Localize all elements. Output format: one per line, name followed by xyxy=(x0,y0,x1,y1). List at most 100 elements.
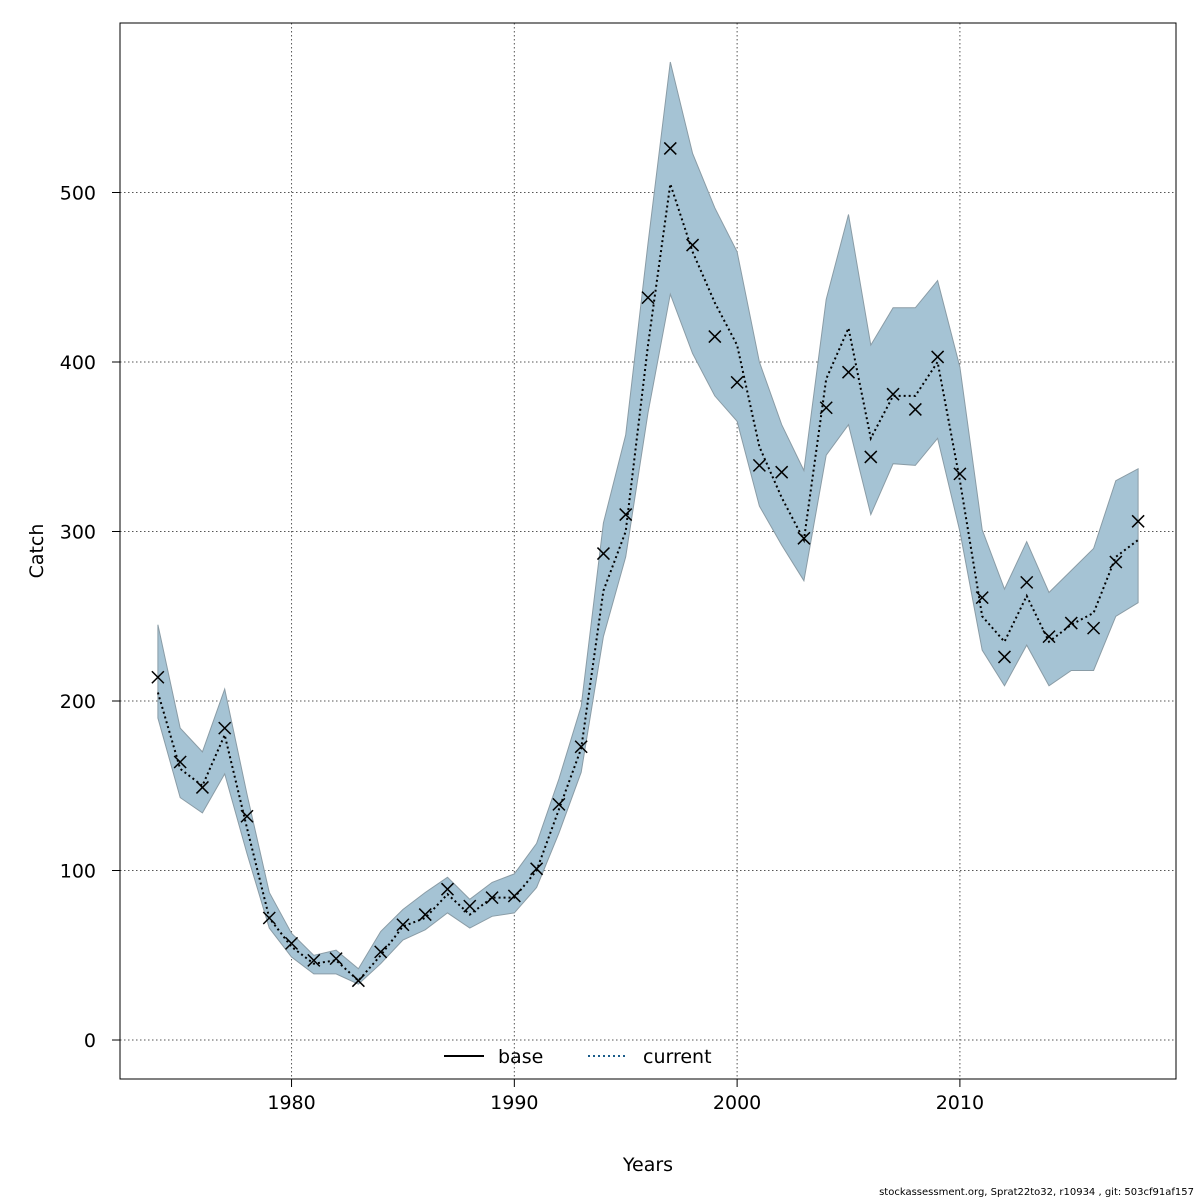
observed-point-stroke xyxy=(1042,630,1056,644)
observed-point-stroke xyxy=(730,375,744,389)
observed-point-2008 xyxy=(908,402,922,416)
y-tick-label-0: 0 xyxy=(84,1030,96,1052)
observed-point-stroke xyxy=(1131,514,1145,528)
observed-point-1976 xyxy=(195,780,209,794)
observed-point-1982 xyxy=(329,952,343,966)
observed-point-stroke xyxy=(552,797,566,811)
observed-point-stroke xyxy=(908,402,922,416)
observed-point-stroke xyxy=(396,918,410,932)
observed-point-2001 xyxy=(752,458,766,472)
observed-point-2018 xyxy=(1131,514,1145,528)
observed-point-1983 xyxy=(351,974,365,988)
observed-point-1995 xyxy=(619,508,633,522)
observed-point-1981 xyxy=(307,953,321,967)
observed-point-1984 xyxy=(374,945,388,959)
observed-point-2015 xyxy=(1064,616,1078,630)
observed-point-2009 xyxy=(931,350,945,364)
observed-point-stroke xyxy=(418,908,432,922)
observed-point-2000 xyxy=(730,375,744,389)
footer-note: stockassessment.org, Sprat22to32, r10934… xyxy=(879,1187,1194,1198)
observed-point-1992 xyxy=(552,797,566,811)
x-tick-label-2010: 2010 xyxy=(936,1092,984,1114)
observed-point-stroke xyxy=(463,899,477,913)
observed-point-stroke xyxy=(1064,616,1078,630)
observed-point-stroke xyxy=(262,911,276,925)
observed-point-1996 xyxy=(641,291,655,305)
observed-point-stroke xyxy=(530,862,544,876)
observed-point-stroke xyxy=(329,952,343,966)
observed-point-1985 xyxy=(396,918,410,932)
observed-point-stroke xyxy=(752,458,766,472)
observed-point-stroke xyxy=(775,465,789,479)
series-line-current xyxy=(156,183,1139,983)
observed-point-stroke xyxy=(708,330,722,344)
observed-point-stroke xyxy=(307,953,321,967)
x-tick-label-2000: 2000 xyxy=(713,1092,761,1114)
x-tick-label-1980: 1980 xyxy=(267,1092,315,1114)
observed-point-1993 xyxy=(574,740,588,754)
y-tick-label-100: 100 xyxy=(60,861,96,883)
observed-point-1977 xyxy=(218,721,232,735)
observed-point-stroke xyxy=(864,450,878,464)
observed-point-stroke xyxy=(797,531,811,545)
observed-point-stroke xyxy=(151,670,165,684)
confidence-band-area xyxy=(157,61,1139,985)
confidence-band xyxy=(157,61,1139,985)
observed-point-1997 xyxy=(663,141,677,155)
observed-point-2006 xyxy=(864,450,878,464)
observed-point-stroke xyxy=(440,882,455,896)
observed-point-stroke xyxy=(507,889,521,903)
observed-point-1974 xyxy=(151,670,165,684)
observed-point-stroke xyxy=(819,401,833,415)
observed-point-stroke xyxy=(1109,555,1123,569)
observed-point-stroke xyxy=(351,974,365,988)
observed-point-stroke xyxy=(931,350,945,364)
y-tick-label-500: 500 xyxy=(60,183,96,205)
observed-point-2012 xyxy=(997,650,1011,664)
observed-point-1994 xyxy=(596,547,610,561)
observed-point-2004 xyxy=(819,401,833,415)
observed-point-1988 xyxy=(463,899,477,913)
series-lines xyxy=(156,183,1139,983)
observed-point-2002 xyxy=(775,465,789,479)
observed-point-stroke xyxy=(218,721,232,735)
observed-point-stroke xyxy=(975,591,989,605)
y-axis-title: Catch xyxy=(26,524,48,579)
observed-point-1978 xyxy=(240,809,254,823)
y-tick-label-300: 300 xyxy=(60,522,96,544)
observed-point-stroke xyxy=(374,945,388,959)
observed-point-stroke xyxy=(997,650,1011,664)
observed-point-2010 xyxy=(953,467,967,481)
observed-point-1979 xyxy=(262,911,276,925)
observed-point-stroke xyxy=(1087,621,1101,635)
axes: 1980 1990 2000 2010 0 100 200 300 400 500 xyxy=(60,183,984,1114)
observed-point-1999 xyxy=(708,330,722,344)
observed-point-2013 xyxy=(1020,575,1034,589)
observed-point-1990 xyxy=(507,889,521,903)
x-axis-title: Years xyxy=(622,1154,673,1176)
observed-point-1991 xyxy=(530,862,544,876)
observed-point-2016 xyxy=(1087,621,1101,635)
observed-point-stroke xyxy=(953,467,967,481)
observed-point-1986 xyxy=(418,908,432,922)
observed-point-1987 xyxy=(440,882,455,896)
observed-point-2011 xyxy=(975,591,989,605)
observed-point-stroke xyxy=(663,141,677,155)
observed-point-2007 xyxy=(886,387,900,401)
observed-point-stroke xyxy=(173,755,187,769)
observed-point-1998 xyxy=(686,238,700,252)
legend-label-base: base xyxy=(498,1046,543,1068)
observed-point-2005 xyxy=(841,365,856,379)
observed-point-stroke xyxy=(619,508,633,522)
observed-point-2014 xyxy=(1042,630,1056,644)
observed-markers xyxy=(151,141,1145,988)
observed-point-stroke xyxy=(686,238,700,252)
observed-point-stroke xyxy=(841,365,856,379)
observed-point-stroke xyxy=(886,387,900,401)
observed-point-stroke xyxy=(596,547,610,561)
observed-point-stroke xyxy=(641,291,655,305)
observed-point-stroke xyxy=(240,809,254,823)
observed-point-stroke xyxy=(1020,575,1034,589)
observed-point-stroke xyxy=(574,740,588,754)
